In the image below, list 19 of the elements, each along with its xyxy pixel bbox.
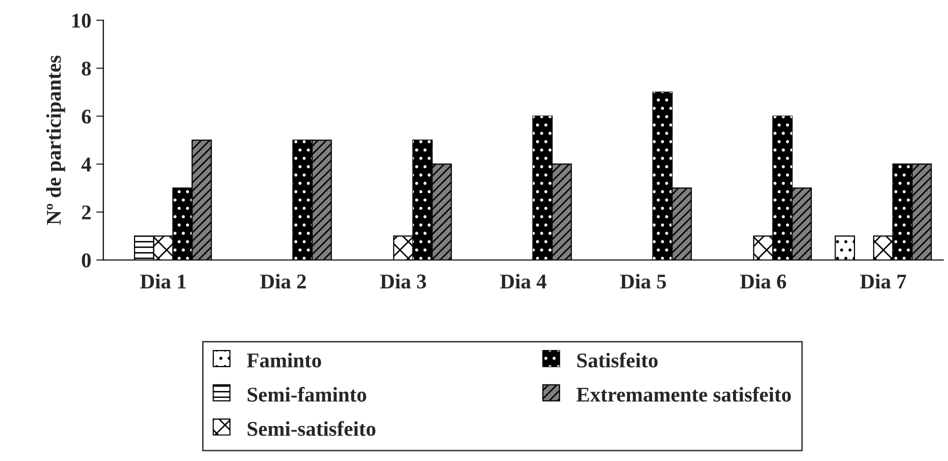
legend-label: Semi-satisfeito [248,421,376,436]
y-tick-label: 2 [82,205,91,220]
y-tick-label: 4 [81,158,92,172]
x-tick-label: Dia 7 [860,274,906,289]
x-tick-label: Dia 3 [380,274,426,289]
y-tick-label: 6 [82,110,91,124]
x-tick-label: Dia 1 [140,274,186,289]
legend-label: Extremamente satisfeito [576,386,791,402]
y-tick-label: 0 [82,253,91,268]
x-tick-label: Dia 6 [740,274,786,289]
x-tick-label: Dia 2 [260,274,306,289]
y-tick-label: 8 [82,62,91,76]
y-tick-label: 10 [72,14,91,28]
legend-label: Semi-faminto [248,386,366,402]
x-tick-label: Dia 4 [500,274,546,289]
x-tick-label: Dia 5 [620,274,666,289]
legend-label: Satisfeito [577,352,658,368]
legend-label: Faminto [246,352,322,368]
y-axis-title: Nº de participantes [46,56,66,225]
